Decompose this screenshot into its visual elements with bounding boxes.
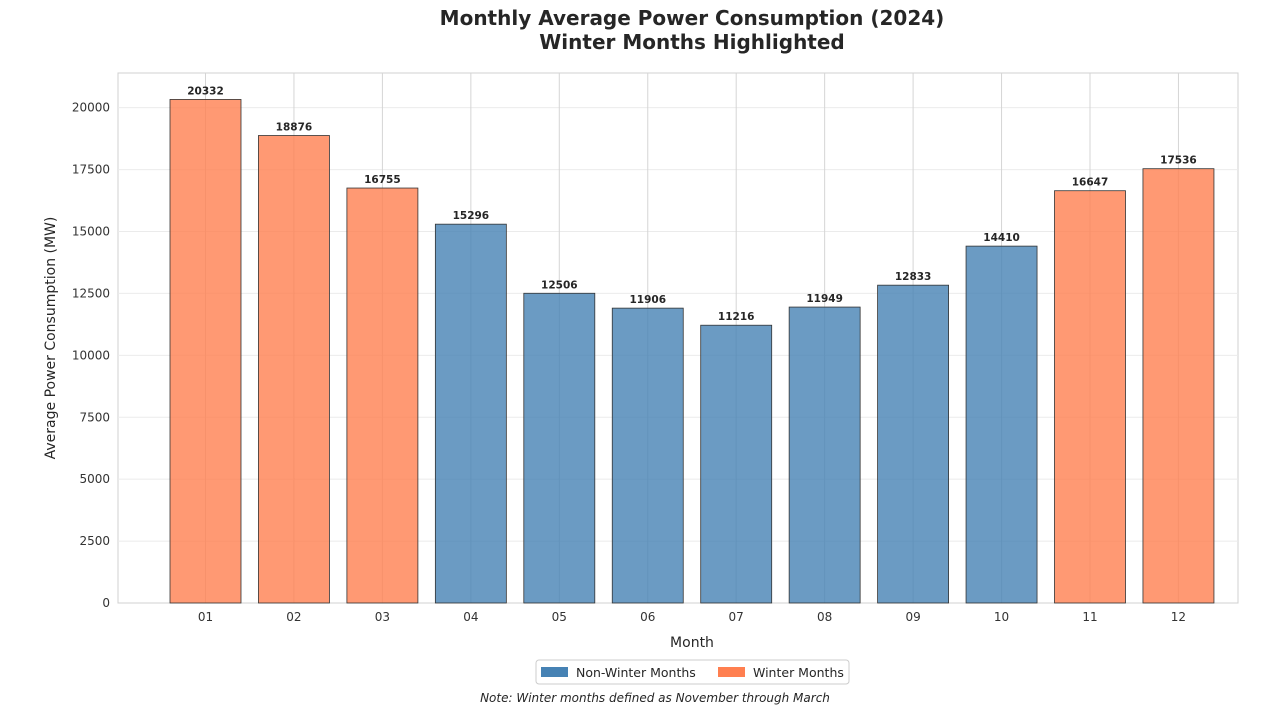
y-tick-label: 7500 bbox=[79, 410, 110, 424]
bar-05 bbox=[523, 292, 596, 604]
y-tick-label: 5000 bbox=[79, 472, 110, 486]
chart-title-line2: Winter Months Highlighted bbox=[539, 30, 845, 54]
x-tick-label-02: 02 bbox=[286, 610, 301, 624]
bar-04 bbox=[434, 223, 507, 604]
x-tick-label-01: 01 bbox=[198, 610, 213, 624]
y-tick-label: 12500 bbox=[72, 286, 110, 300]
y-tick-layer: 0 2500 5000 7500 10000 12500 15000 17500 20000 bbox=[72, 101, 110, 610]
bar-06 bbox=[611, 307, 684, 604]
chart-title-line1: Monthly Average Power Consumption (2024) bbox=[440, 6, 945, 30]
y-tick-label: 15000 bbox=[72, 225, 110, 239]
legend-swatch-winter bbox=[718, 667, 745, 677]
bar-03 bbox=[346, 187, 419, 604]
bar-07 bbox=[700, 324, 773, 604]
x-tick-layer: 01 02 03 04 05 06 07 08 09 10 11 12 bbox=[198, 610, 1186, 624]
x-tick-label-10: 10 bbox=[994, 610, 1009, 624]
y-tick-label: 17500 bbox=[72, 163, 110, 177]
data-label-08: 11949 bbox=[806, 293, 843, 305]
x-tick-label-08: 08 bbox=[817, 610, 832, 624]
bar-02 bbox=[258, 135, 330, 604]
x-tick-label-05: 05 bbox=[552, 610, 567, 624]
bar-10 bbox=[965, 245, 1038, 604]
y-tick-label: 10000 bbox=[72, 348, 110, 362]
legend-label-winter: Winter Months bbox=[753, 665, 844, 680]
bar-01 bbox=[169, 99, 242, 604]
data-label-01: 20332 bbox=[187, 85, 224, 97]
data-label-04: 15296 bbox=[453, 210, 490, 222]
data-label-02: 18876 bbox=[276, 122, 313, 134]
legend: Non-Winter Months Winter Months bbox=[535, 659, 850, 685]
data-label-07: 11216 bbox=[718, 311, 755, 323]
bar-08 bbox=[788, 306, 861, 604]
legend-box bbox=[535, 659, 850, 685]
x-tick-label-06: 06 bbox=[640, 610, 655, 624]
data-label-11: 16647 bbox=[1072, 177, 1109, 189]
y-tick-label: 20000 bbox=[72, 101, 110, 115]
x-tick-label-07: 07 bbox=[729, 610, 744, 624]
chart-note: Note: Winter months defined as November … bbox=[480, 691, 830, 705]
bar-09 bbox=[877, 284, 949, 604]
bar-11 bbox=[1054, 190, 1126, 604]
data-label-05: 12506 bbox=[541, 279, 578, 291]
data-label-12: 17536 bbox=[1160, 155, 1197, 167]
x-tick-label-03: 03 bbox=[375, 610, 390, 624]
data-label-03: 16755 bbox=[364, 174, 401, 186]
x-tick-label-12: 12 bbox=[1171, 610, 1186, 624]
legend-swatch-non-winter bbox=[541, 667, 568, 677]
data-label-06: 11906 bbox=[629, 294, 666, 306]
x-tick-label-11: 11 bbox=[1082, 610, 1097, 624]
x-tick-label-09: 09 bbox=[905, 610, 920, 624]
y-tick-label: 2500 bbox=[79, 534, 110, 548]
x-tick-label-04: 04 bbox=[463, 610, 478, 624]
data-label-layer: 20332 18876 16755 15296 12506 11906 11216 11949… bbox=[187, 85, 1196, 323]
bar-layer bbox=[169, 99, 1215, 604]
y-axis-label: Average Power Consumption (MW) bbox=[43, 217, 59, 460]
bar-12 bbox=[1142, 168, 1215, 604]
legend-label-non-winter: Non-Winter Months bbox=[576, 665, 696, 680]
data-label-10: 14410 bbox=[983, 232, 1020, 244]
x-axis-label: Month bbox=[670, 635, 714, 651]
data-label-09: 12833 bbox=[895, 271, 932, 283]
y-tick-label: 0 bbox=[102, 596, 110, 610]
